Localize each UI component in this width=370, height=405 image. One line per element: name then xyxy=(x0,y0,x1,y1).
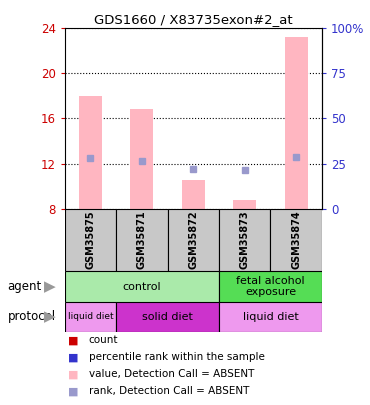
Bar xyxy=(116,302,219,332)
Text: ■: ■ xyxy=(68,352,79,362)
Text: percentile rank within the sample: percentile rank within the sample xyxy=(89,352,265,362)
Text: ▶: ▶ xyxy=(44,309,56,324)
Bar xyxy=(116,209,168,271)
Bar xyxy=(65,209,116,271)
Bar xyxy=(219,209,270,271)
Bar xyxy=(219,271,322,302)
Text: fetal alcohol
exposure: fetal alcohol exposure xyxy=(236,276,305,297)
Text: ■: ■ xyxy=(68,386,79,396)
Bar xyxy=(219,302,322,332)
Text: protocol: protocol xyxy=(7,310,56,324)
Bar xyxy=(168,209,219,271)
Bar xyxy=(285,37,308,209)
Text: liquid diet: liquid diet xyxy=(68,312,113,322)
Text: ■: ■ xyxy=(68,369,79,379)
Bar xyxy=(233,200,256,209)
Text: GSM35873: GSM35873 xyxy=(240,211,250,269)
Bar xyxy=(182,180,205,209)
Text: GSM35875: GSM35875 xyxy=(85,211,95,269)
Text: GSM35871: GSM35871 xyxy=(137,211,147,269)
Text: GSM35874: GSM35874 xyxy=(291,211,301,269)
Text: GSM35872: GSM35872 xyxy=(188,211,198,269)
Text: rank, Detection Call = ABSENT: rank, Detection Call = ABSENT xyxy=(89,386,249,396)
Text: control: control xyxy=(122,281,161,292)
Text: liquid diet: liquid diet xyxy=(243,312,298,322)
Bar xyxy=(65,302,116,332)
Text: value, Detection Call = ABSENT: value, Detection Call = ABSENT xyxy=(89,369,254,379)
Bar xyxy=(79,96,102,209)
Title: GDS1660 / X83735exon#2_at: GDS1660 / X83735exon#2_at xyxy=(94,13,293,26)
Text: solid diet: solid diet xyxy=(142,312,193,322)
Text: ■: ■ xyxy=(68,335,79,345)
Bar xyxy=(65,271,219,302)
Text: ▶: ▶ xyxy=(44,279,56,294)
Text: count: count xyxy=(89,335,118,345)
Bar xyxy=(130,109,154,209)
Bar xyxy=(270,209,322,271)
Text: agent: agent xyxy=(7,280,42,293)
